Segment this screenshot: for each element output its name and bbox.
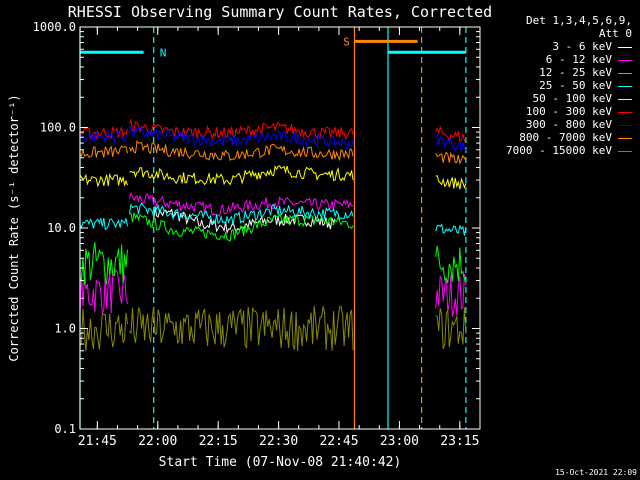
x-tick-label: 22:15 (199, 434, 238, 449)
legend-header-1: Det 1,3,4,5,6,9, (526, 14, 632, 27)
series-trace (79, 129, 128, 144)
series-7000-15000kev (79, 306, 467, 352)
legend-entry: 12 - 25 keV (506, 66, 632, 79)
legend-label: 100 - 300 keV (525, 105, 612, 118)
series-trace (435, 223, 467, 236)
x-tick-label: 22:45 (319, 434, 358, 449)
legend-label: 12 - 25 keV (539, 66, 612, 79)
series-layer (79, 118, 467, 352)
series-trace (435, 273, 467, 317)
series-trace (79, 308, 128, 352)
x-axis-label: Start Time (07-Nov-08 21:40:42) (159, 455, 402, 470)
legend-entry: 300 - 800 keV (506, 118, 632, 131)
y-tick-label: 1000.0 (33, 20, 76, 34)
legend-label: 6 - 12 keV (545, 53, 612, 66)
series-trace (435, 132, 467, 152)
y-tick-label: 10.0 (47, 221, 76, 235)
legend-entry: 25 - 50 keV (506, 79, 632, 92)
series-trace (79, 268, 128, 314)
legend-entry: 800 - 7000 keV (506, 131, 632, 144)
series-trace (79, 242, 128, 286)
series-trace (129, 212, 354, 242)
legend-entry: 100 - 300 keV (506, 105, 632, 118)
x-tick-label: 21:45 (78, 434, 117, 449)
series-12-25kev (79, 212, 467, 286)
series-100-300kev (79, 118, 467, 143)
series-trace (129, 202, 354, 226)
legend-entry: 7000 - 15000 keV (506, 144, 632, 157)
legend-swatch (618, 124, 632, 126)
legend-label: 7000 - 15000 keV (506, 144, 612, 157)
series-trace (79, 145, 128, 158)
series-trace (435, 151, 467, 165)
series-trace (129, 125, 354, 152)
series-trace (129, 118, 354, 141)
legend-swatch (618, 85, 632, 87)
plot-frame (79, 26, 481, 430)
legend-swatch (618, 59, 632, 61)
x-tick-label: 22:00 (138, 434, 177, 449)
legend-label: 25 - 50 keV (539, 79, 612, 92)
series-50-100kev (79, 164, 467, 190)
legend-rows: 3 - 6 keV 6 - 12 keV 12 - 25 keV 25 - 50 ke… (506, 40, 632, 157)
series-trace (435, 245, 467, 284)
legend-swatch (618, 111, 632, 113)
series-trace (435, 125, 467, 143)
series-trace (129, 191, 354, 217)
series-300-800kev (79, 125, 467, 152)
series-trace (129, 140, 354, 162)
x-tick-label: 22:30 (259, 434, 298, 449)
legend-label: 300 - 800 keV (525, 118, 612, 131)
night-label: N (160, 46, 167, 59)
saa-label: S (343, 35, 350, 48)
legend: Det 1,3,4,5,6,9, Att 0 3 - 6 keV 6 - 12 k… (506, 14, 632, 157)
y-axis-label: Corrected Count Rate (s⁻¹ detector⁻¹) (7, 94, 21, 361)
axes-layer: 0.1 1.0 10.0 100.0 1000.0 21:45 22:00 22:15 22:3… (33, 20, 481, 449)
legend-entry: 3 - 6 keV (506, 40, 632, 53)
series-trace (435, 307, 467, 349)
legend-header-2: Att 0 (598, 27, 632, 40)
series-trace (435, 175, 467, 190)
legend-swatch (618, 150, 632, 152)
x-tick-label: 23:00 (380, 434, 419, 449)
legend-swatch (618, 72, 632, 74)
series-trace (129, 306, 354, 352)
legend-entry: 6 - 12 keV (506, 53, 632, 66)
legend-entry: 50 - 100 keV (506, 92, 632, 105)
series-6-12kev (79, 191, 467, 317)
series-trace (129, 164, 354, 186)
series-trace (79, 172, 128, 188)
legend-label: 3 - 6 keV (552, 40, 612, 53)
chart-title: RHESSI Observing Summary Count Rates, Co… (68, 3, 492, 21)
series-25-50kev (79, 202, 467, 236)
legend-swatch (618, 98, 632, 100)
series-800-7000kev (79, 140, 467, 165)
y-tick-label: 1.0 (54, 322, 76, 336)
plot-area: NS (79, 27, 467, 429)
y-tick-label: 100.0 (40, 121, 76, 135)
x-tick-label: 23:15 (440, 434, 479, 449)
legend-swatch (618, 137, 632, 139)
legend-label: 800 - 7000 keV (519, 131, 612, 144)
series-trace (79, 217, 128, 231)
timestamp-stamp: 15-Oct-2021 22:09 (555, 468, 637, 477)
legend-swatch (618, 46, 632, 48)
legend-label: 50 - 100 keV (532, 92, 612, 105)
y-tick-label: 0.1 (54, 422, 76, 436)
